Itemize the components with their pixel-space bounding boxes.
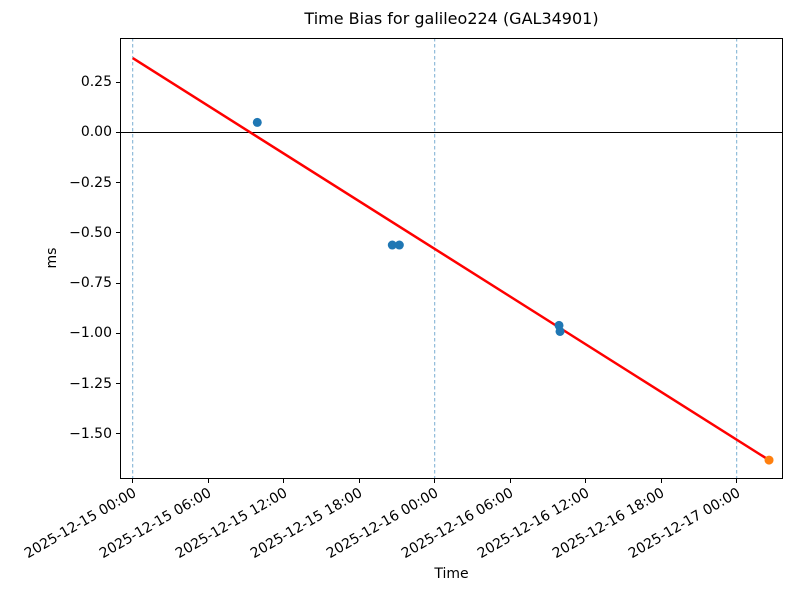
- x-axis-label: Time: [434, 566, 469, 582]
- y-tick-label: −0.25: [69, 174, 112, 191]
- plot-area: [120, 38, 783, 479]
- chart-canvas: [120, 38, 783, 479]
- y-axis-label: ms: [44, 247, 60, 269]
- y-tick-mark: [116, 232, 120, 234]
- y-tick-label: −0.50: [69, 224, 112, 241]
- measured-bias-point: [387, 240, 397, 250]
- y-tick-mark: [116, 131, 120, 133]
- y-tick-mark: [116, 81, 120, 83]
- measured-bias-point: [555, 326, 565, 336]
- y-tick-label: 0.25: [80, 74, 112, 91]
- y-tick-mark: [116, 433, 120, 435]
- x-tick-mark: [283, 479, 285, 483]
- measured-bias-point: [394, 240, 404, 250]
- x-tick-mark: [358, 479, 360, 483]
- x-tick-mark: [207, 479, 209, 483]
- y-tick-label: 0.00: [80, 124, 112, 141]
- x-tick-mark: [736, 479, 738, 483]
- trend-line: [132, 57, 770, 462]
- extrapolated-bias-point: [764, 455, 774, 465]
- x-tick-mark: [660, 479, 662, 483]
- y-tick-label: −1.25: [69, 375, 112, 392]
- x-tick-mark: [585, 479, 587, 483]
- y-tick-mark: [116, 332, 120, 334]
- plot-spines: [120, 38, 783, 479]
- measured-bias-point: [252, 117, 262, 127]
- chart-title: Time Bias for galileo224 (GAL34901): [304, 9, 599, 28]
- x-tick-mark: [509, 479, 511, 483]
- y-tick-label: −1.50: [69, 425, 112, 442]
- y-tick-mark: [116, 383, 120, 385]
- y-tick-label: −1.00: [69, 325, 112, 342]
- x-tick-mark: [434, 479, 436, 483]
- y-tick-label: −0.75: [69, 275, 112, 292]
- y-tick-mark: [116, 282, 120, 284]
- y-tick-mark: [116, 182, 120, 184]
- x-tick-mark: [132, 479, 134, 483]
